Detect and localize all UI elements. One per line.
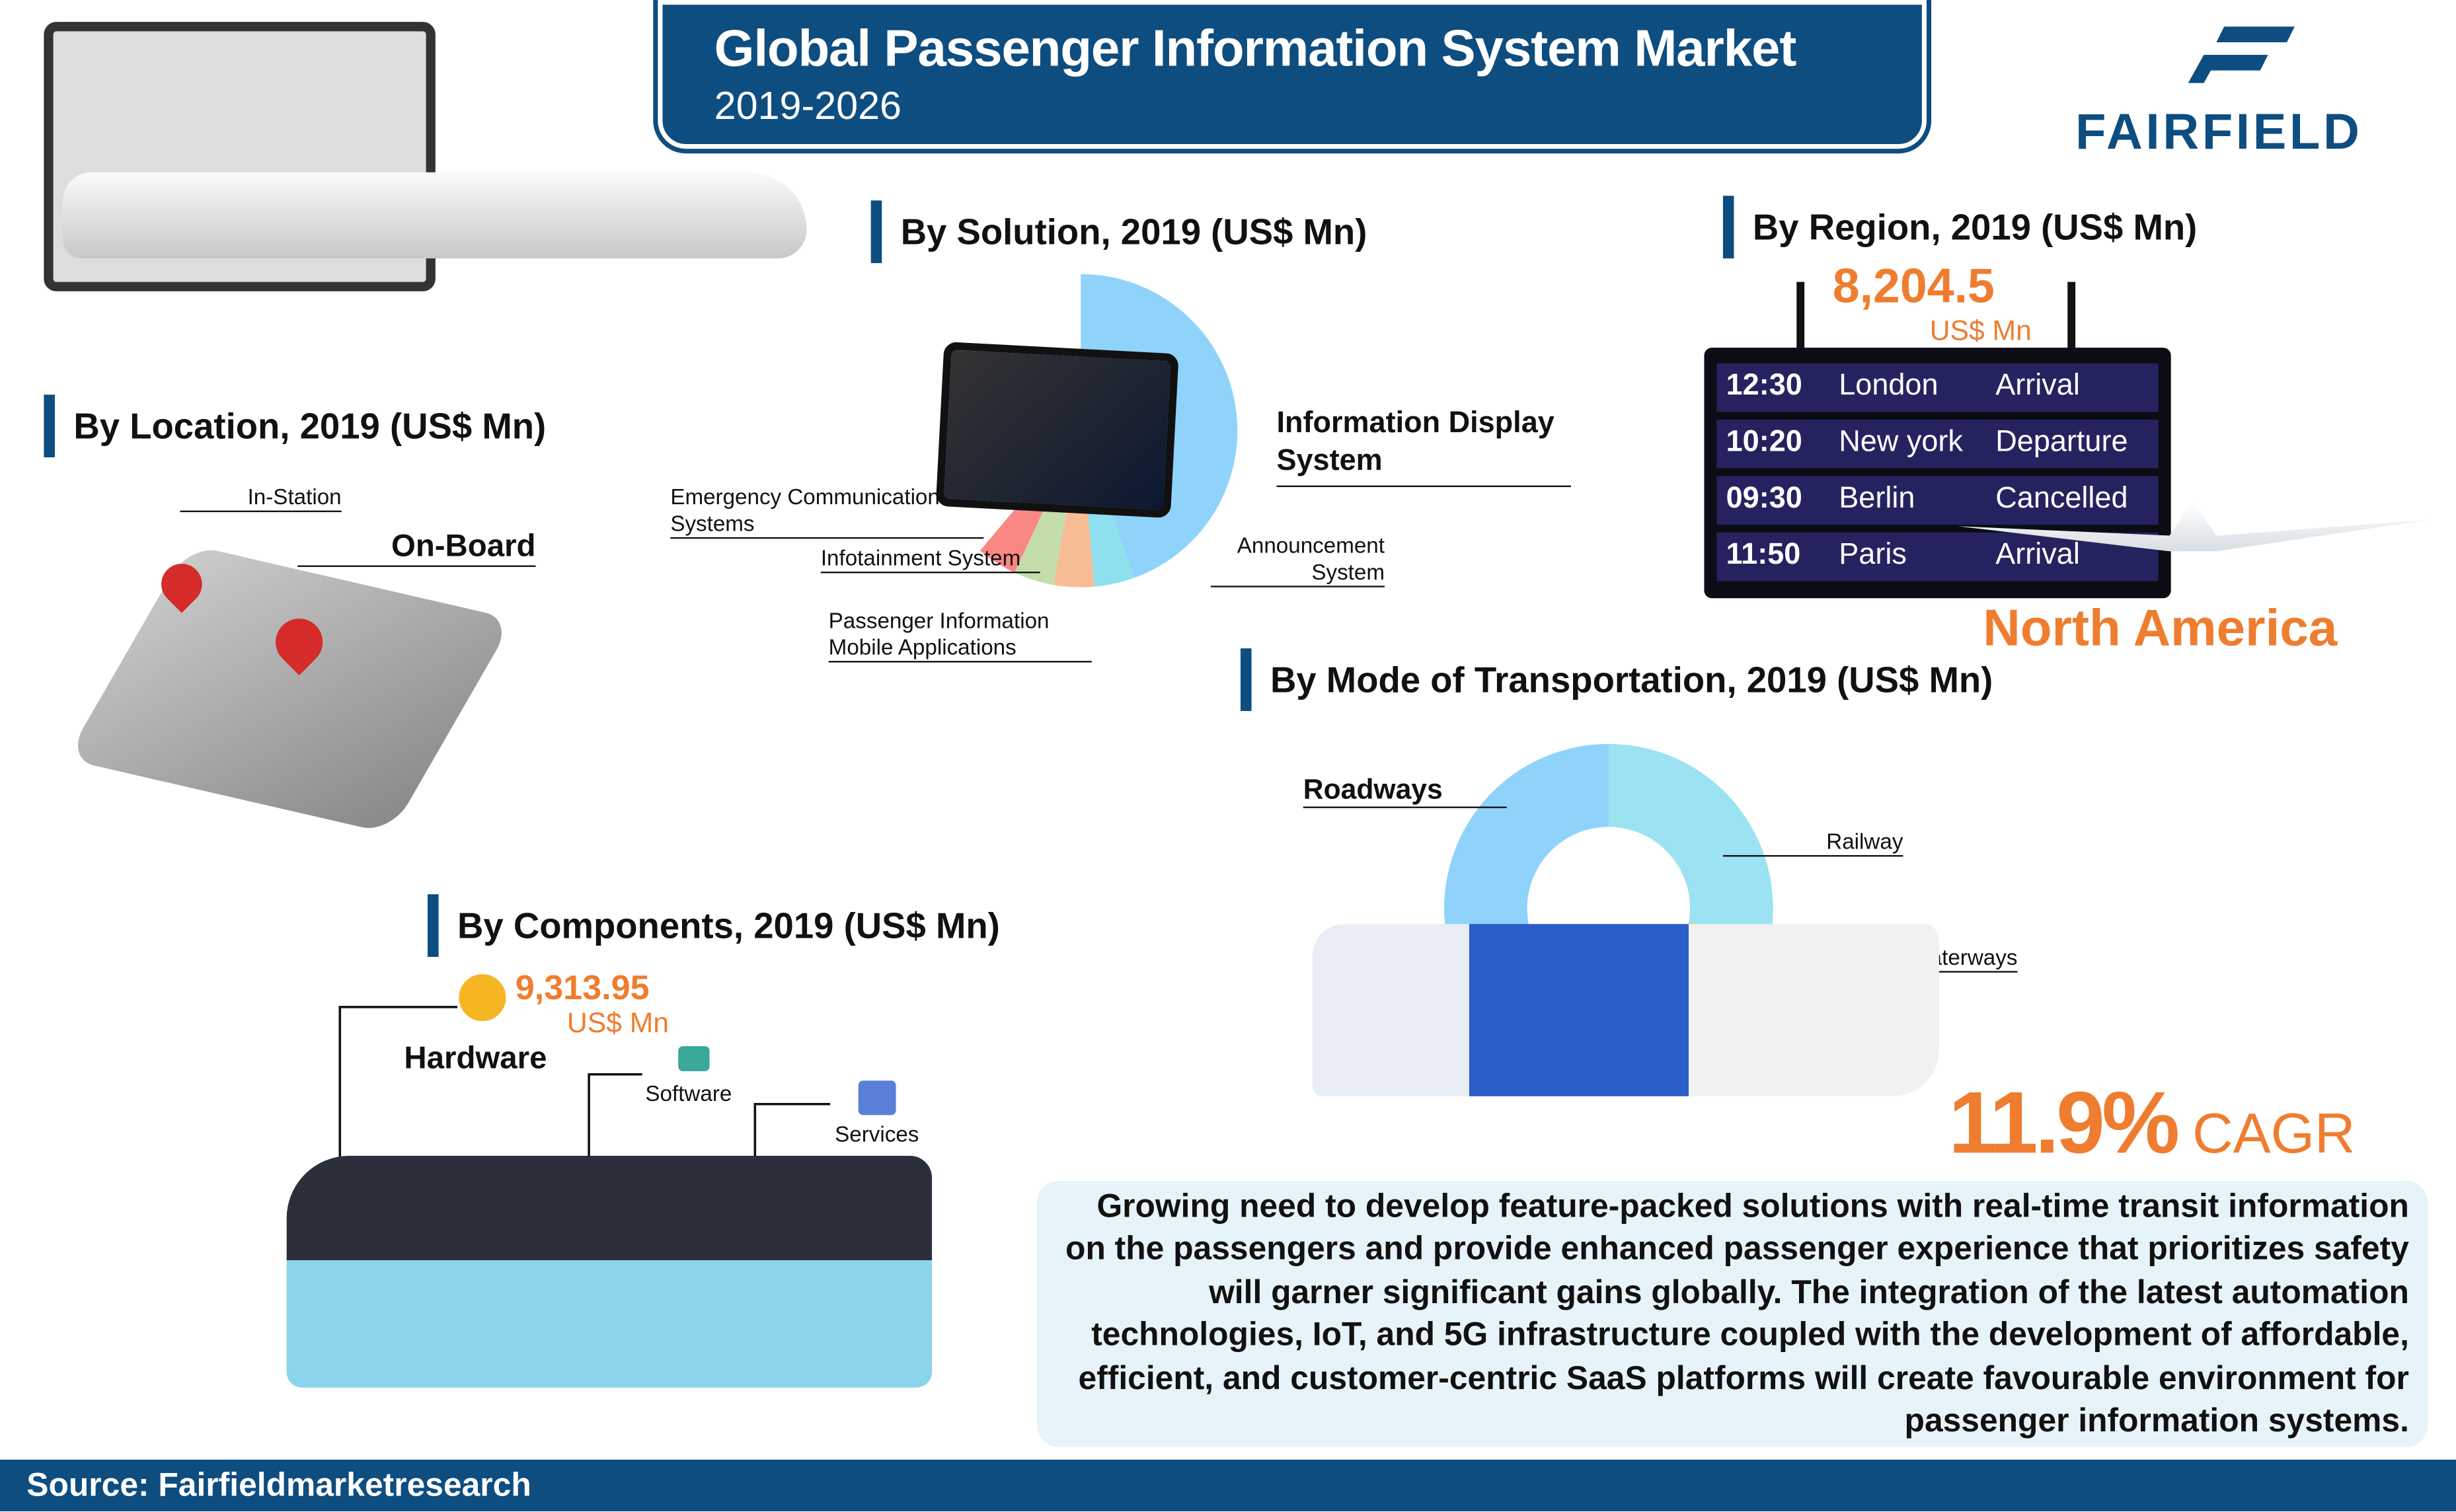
logo: FAIRFIELD bbox=[2075, 24, 2420, 165]
board-row: 10:20 New york Departure bbox=[1716, 420, 2159, 469]
hardware-icon bbox=[459, 974, 506, 1022]
region-unit: US$ Mn bbox=[1929, 315, 2032, 346]
bus-illustration bbox=[286, 1155, 933, 1388]
header-banner: Global Passenger Information System Mark… bbox=[658, 0, 1927, 149]
label-on-board: On-Board bbox=[297, 528, 536, 567]
label-in-station: In-Station bbox=[180, 484, 342, 512]
label-announcement-system: Announcement System bbox=[1210, 533, 1385, 587]
components-unit: US$ Mn bbox=[566, 1006, 670, 1039]
solution-section-title: By Solution, 2019 (US$ Mn) bbox=[870, 200, 1367, 264]
region-leader: North America bbox=[1983, 598, 2338, 656]
slice-railway bbox=[1608, 743, 1773, 937]
region-value: 8,204.5 bbox=[1832, 258, 1995, 313]
board-status: Arrival bbox=[1995, 369, 2080, 403]
board-status: Arrival bbox=[1995, 539, 2080, 572]
label-roadways: Roadways bbox=[1303, 772, 1507, 808]
vehicles-illustration bbox=[1312, 924, 1939, 1096]
board-status: Cancelled bbox=[1995, 482, 2128, 515]
label-mobile-applications: Passenger Information Mobile Application… bbox=[828, 608, 1092, 663]
page-title: Global Passenger Information System Mark… bbox=[714, 19, 1797, 77]
board-pole bbox=[1796, 282, 1805, 353]
services-icon bbox=[858, 1080, 896, 1115]
software-icon bbox=[678, 1046, 710, 1072]
cagr-value: 11.9% bbox=[1948, 1073, 2180, 1172]
label-emergency-communication: Emergency Communication Systems bbox=[670, 484, 984, 539]
label-hardware: Hardware bbox=[404, 1041, 547, 1077]
board-row: 09:30 Berlin Cancelled bbox=[1716, 476, 2159, 525]
page-subtitle: 2019-2026 bbox=[714, 84, 902, 129]
label-railway: Railway bbox=[1722, 829, 1903, 857]
location-section-title: By Location, 2019 (US$ Mn) bbox=[44, 395, 546, 458]
airplane-illustration bbox=[62, 172, 807, 259]
components-section-title: By Components, 2019 (US$ Mn) bbox=[427, 894, 1000, 958]
departure-board: 12:30 London Arrival 10:20 New york Departure… bbox=[1704, 348, 2171, 599]
cagr-group: 11.9% CAGR bbox=[1948, 1073, 2356, 1172]
board-time: 11:50 bbox=[1726, 539, 1801, 572]
source-footer: Source: Fairfieldmarketresearch bbox=[0, 1459, 2456, 1511]
board-time: 12:30 bbox=[1726, 369, 1802, 403]
transport-section-title: By Mode of Transportation, 2019 (US$ Mn) bbox=[1240, 648, 1993, 711]
board-time: 09:30 bbox=[1726, 482, 1802, 515]
components-value: 9,313.95 bbox=[515, 967, 650, 1007]
label-software: Software bbox=[645, 1080, 732, 1106]
component-leader-lines bbox=[338, 1006, 831, 1178]
board-city: Paris bbox=[1839, 539, 1907, 572]
board-city: Berlin bbox=[1839, 482, 1915, 515]
region-section-title: By Region, 2019 (US$ Mn) bbox=[1722, 196, 2197, 259]
cagr-label: CAGR bbox=[2192, 1101, 2356, 1166]
summary-text: Growing need to develop feature-packed s… bbox=[1036, 1180, 2428, 1447]
board-pole bbox=[2067, 282, 2076, 353]
logo-text: FAIRFIELD bbox=[2075, 103, 2363, 160]
label-infotainment-system: Infotainment System bbox=[820, 545, 1040, 574]
board-row: 12:30 London Arrival bbox=[1716, 363, 2159, 412]
board-status: Departure bbox=[1995, 426, 2128, 459]
board-city: New york bbox=[1839, 426, 1963, 459]
logo-mark-icon bbox=[2188, 26, 2295, 83]
board-city: London bbox=[1839, 369, 1938, 403]
label-services: Services bbox=[835, 1121, 919, 1147]
label-information-display-system: Information Display System bbox=[1276, 406, 1572, 488]
board-time: 10:20 bbox=[1726, 426, 1802, 459]
